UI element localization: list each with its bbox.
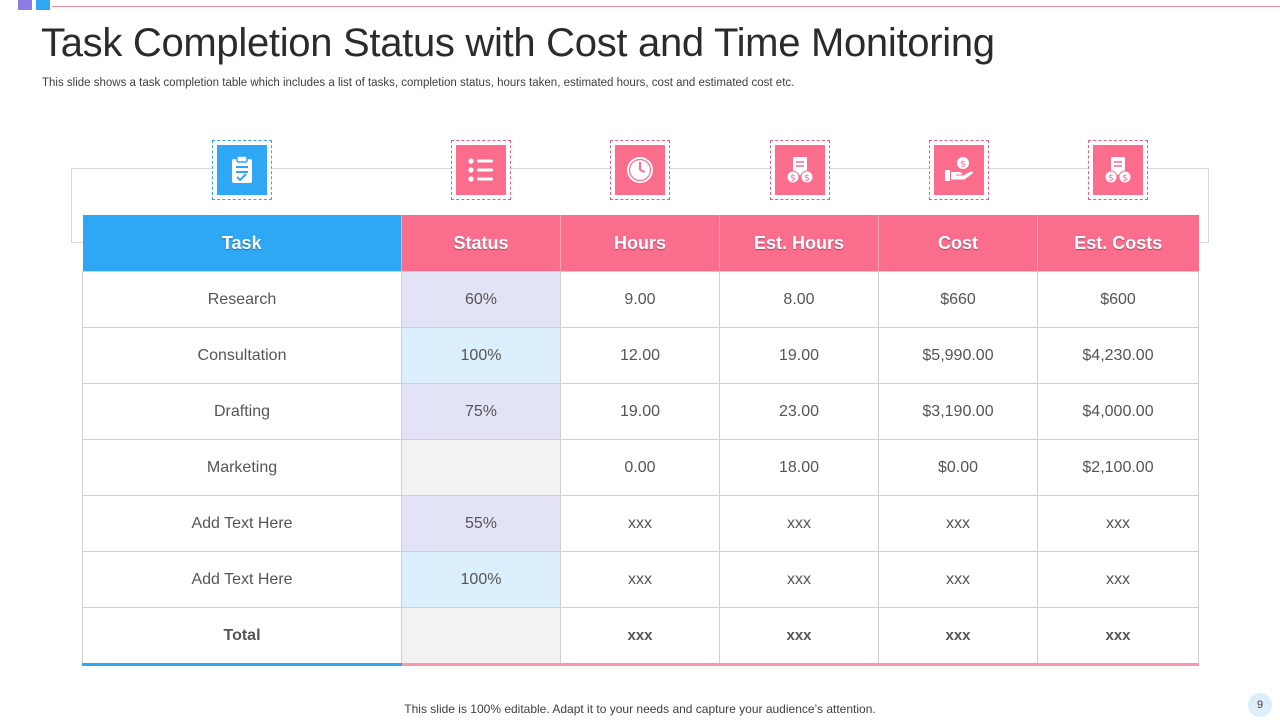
header-task: Task [82, 215, 402, 272]
header-cost: Cost [878, 215, 1038, 272]
cell-status [401, 607, 561, 666]
cell-hours: 9.00 [560, 271, 720, 328]
cell-task: Research [82, 271, 402, 328]
est-hours-column-icon: $ $ [770, 140, 830, 200]
page-number-badge: 9 [1248, 693, 1272, 717]
header-hours: Hours [560, 215, 720, 272]
table-row: Marketing 0.00 18.00 $0.00 $2,100.00 [82, 439, 1199, 496]
cell-est-hours: 23.00 [719, 383, 879, 440]
table-row: Research 60% 9.00 8.00 $660 $600 [82, 271, 1199, 328]
cell-est-costs: $4,230.00 [1037, 327, 1199, 384]
cell-cost: $660 [878, 271, 1038, 328]
svg-text:$: $ [1122, 174, 1128, 184]
cell-task: Add Text Here [82, 551, 402, 608]
est-costs-column-icon: $ $ [1088, 140, 1148, 200]
header-est-costs: Est. Costs [1037, 215, 1199, 272]
top-divider [52, 6, 1280, 7]
table-header-row: Task Status Hours Est. Hours Cost Est. C… [82, 215, 1199, 272]
clock-icon [627, 157, 653, 183]
cell-task: Consultation [82, 327, 402, 384]
table-row: Drafting 75% 19.00 23.00 $3,190.00 $4,00… [82, 383, 1199, 440]
cell-cost: xxx [878, 551, 1038, 608]
checklist-icon [468, 158, 493, 182]
decor-square-purple [18, 0, 32, 10]
svg-text:$: $ [804, 174, 810, 184]
slide-footer: This slide is 100% editable. Adapt it to… [404, 702, 876, 716]
cell-status: 55% [401, 495, 561, 552]
cell-est-hours: 19.00 [719, 327, 879, 384]
cell-est-costs: $600 [1037, 271, 1199, 328]
cell-hours: xxx [560, 551, 720, 608]
cell-status: 100% [401, 327, 561, 384]
cell-status [401, 439, 561, 496]
cell-est-costs: $2,100.00 [1037, 439, 1199, 496]
cost-column-icon: $ [929, 140, 989, 200]
cell-hours: 0.00 [560, 439, 720, 496]
status-column-icon [451, 140, 511, 200]
cell-est-hours: xxx [719, 495, 879, 552]
cell-est-costs: xxx [1037, 495, 1199, 552]
svg-text:$: $ [1108, 174, 1114, 184]
svg-text:$: $ [790, 174, 796, 184]
svg-text:$: $ [960, 160, 966, 170]
cell-cost: xxx [878, 607, 1038, 666]
task-status-table: Task Status Hours Est. Hours Cost Est. C… [82, 215, 1199, 666]
cell-status: 100% [401, 551, 561, 608]
decor-square-blue [36, 0, 50, 10]
slide-title: Task Completion Status with Cost and Tim… [41, 21, 995, 65]
cell-cost: $3,190.00 [878, 383, 1038, 440]
cell-task: Add Text Here [82, 495, 402, 552]
cell-est-costs: $4,000.00 [1037, 383, 1199, 440]
cell-task: Marketing [82, 439, 402, 496]
cell-est-costs: xxx [1037, 551, 1199, 608]
cell-hours: xxx [560, 495, 720, 552]
cell-est-costs: xxx [1037, 607, 1199, 666]
invoice-coins-icon: $ $ [1104, 157, 1132, 184]
hand-dollar-icon: $ [945, 157, 973, 181]
clipboard-icon [232, 155, 252, 183]
cell-hours: xxx [560, 607, 720, 666]
header-est-hours: Est. Hours [719, 215, 879, 272]
hours-column-icon [610, 140, 670, 200]
cell-cost: xxx [878, 495, 1038, 552]
cell-cost: $5,990.00 [878, 327, 1038, 384]
cell-est-hours: 18.00 [719, 439, 879, 496]
cell-est-hours: xxx [719, 551, 879, 608]
cell-status: 60% [401, 271, 561, 328]
cell-task: Drafting [82, 383, 402, 440]
cell-hours: 19.00 [560, 383, 720, 440]
table-row: Add Text Here 100% xxx xxx xxx xxx [82, 551, 1199, 608]
cell-hours: 12.00 [560, 327, 720, 384]
cell-est-hours: 8.00 [719, 271, 879, 328]
table-row: Consultation 100% 12.00 19.00 $5,990.00 … [82, 327, 1199, 384]
header-status: Status [401, 215, 561, 272]
table-row: Add Text Here 55% xxx xxx xxx xxx [82, 495, 1199, 552]
cell-est-hours: xxx [719, 607, 879, 666]
cell-total-label: Total [82, 607, 402, 666]
slide-subtitle: This slide shows a task completion table… [42, 77, 795, 89]
task-column-icon [212, 140, 272, 200]
table-total-row: Total xxx xxx xxx xxx [82, 607, 1199, 666]
cell-status: 75% [401, 383, 561, 440]
cell-cost: $0.00 [878, 439, 1038, 496]
invoice-coins-icon: $ $ [786, 157, 814, 184]
